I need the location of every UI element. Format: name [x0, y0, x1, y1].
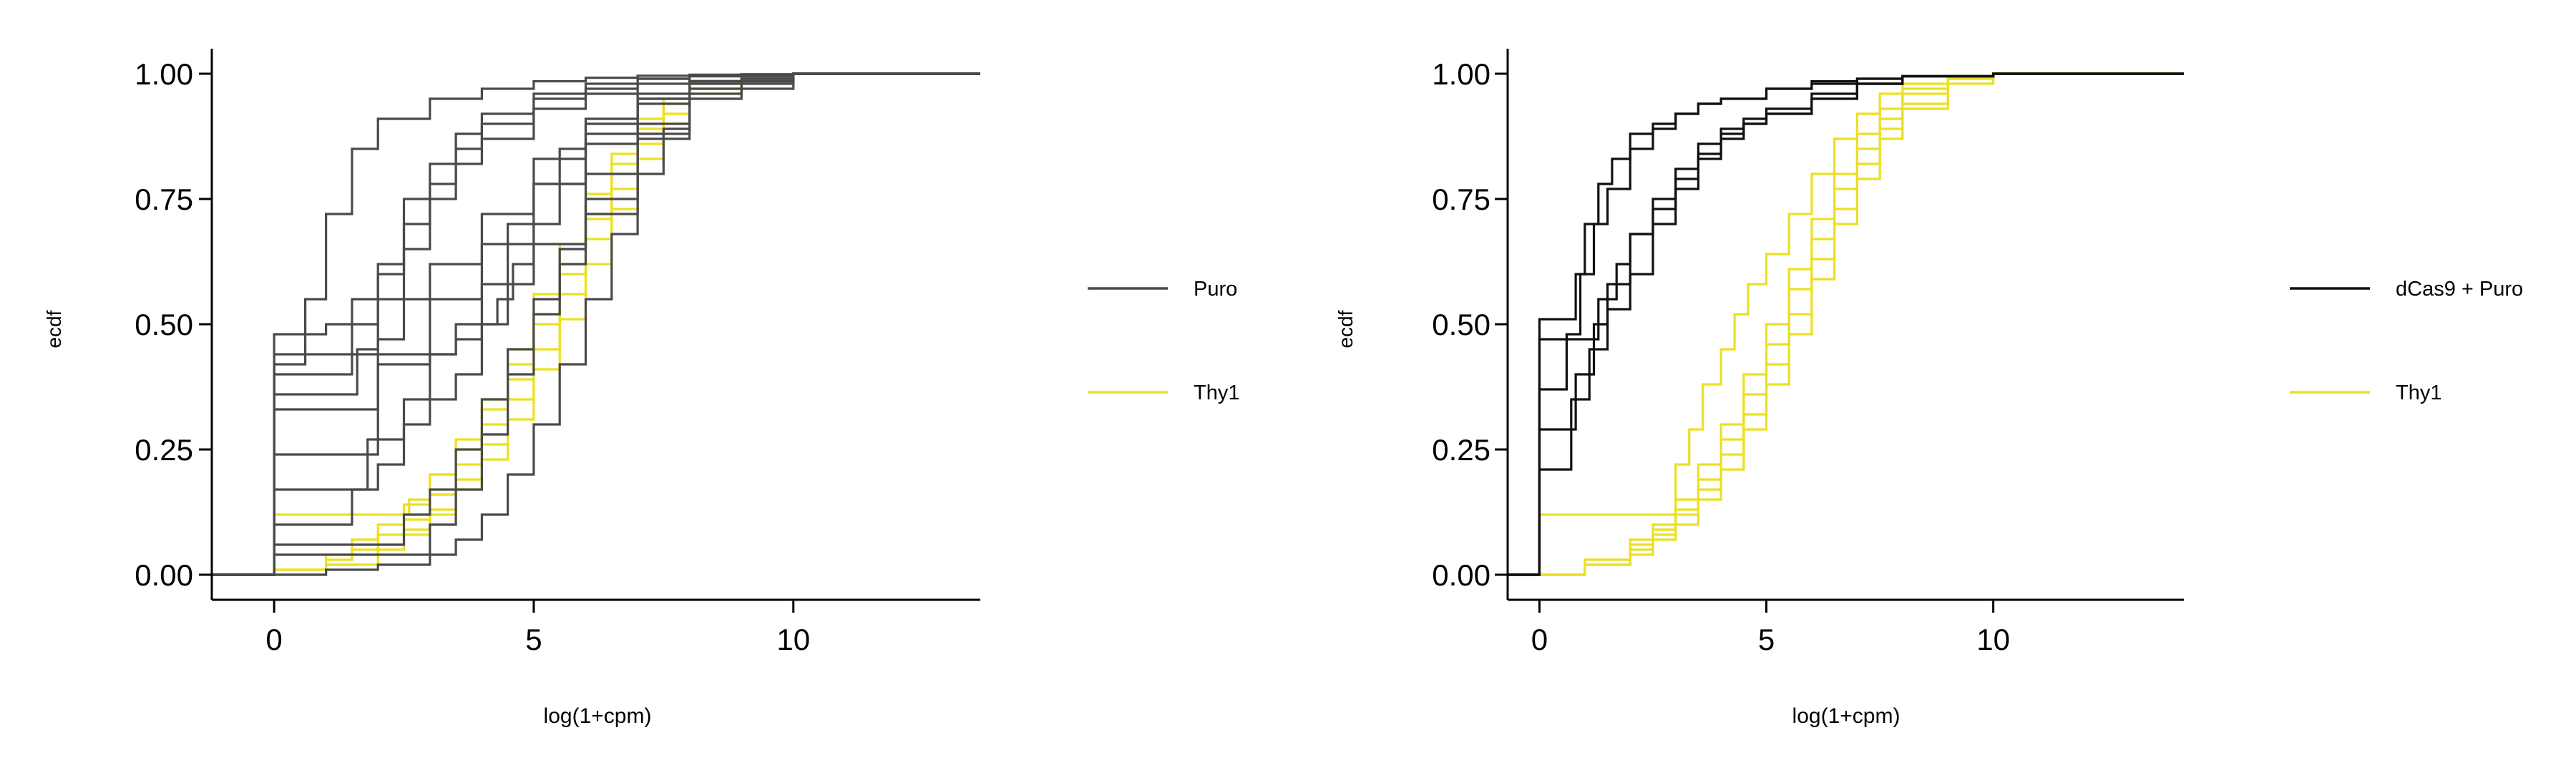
- left-series-line-puro-3: [212, 72, 980, 576]
- left-x-tick-label: 5: [525, 623, 542, 656]
- right-x-tick-label: 5: [1758, 623, 1775, 656]
- right-y-axis-label: ecdf: [1335, 310, 1357, 348]
- right-x-tick-label: 10: [1976, 623, 2010, 656]
- left-legend: Puro Thy1: [1088, 278, 1239, 404]
- right-y-tick-label: 0.75: [1432, 183, 1491, 216]
- right-tick-labels: 0 5 10 0.00 0.25 0.50 0.75 1.00: [1432, 57, 2010, 656]
- right-series-line-thy1-6: [1508, 72, 2184, 576]
- left-series-line-puro-1: [212, 72, 980, 576]
- right-y-tick-label: 0.25: [1432, 433, 1491, 467]
- right-x-axis-label: log(1+cpm): [1792, 704, 1901, 728]
- left-series-line-puro-2: [212, 72, 980, 576]
- left-y-tick-label: 1.00: [135, 57, 193, 91]
- left-series-line-puro-8: [212, 72, 980, 576]
- left-y-tick-label: 0.25: [135, 433, 193, 467]
- left-x-tick-label: 10: [776, 623, 810, 656]
- left-y-tick-label: 0.75: [135, 183, 193, 216]
- right-legend: dCas9 + Puro Thy1: [2290, 278, 2523, 404]
- right-series-line-dcas9-puro-2: [1508, 72, 2184, 576]
- right-x-tick-label: 0: [1531, 623, 1548, 656]
- right-legend-label-0: dCas9 + Puro: [2396, 278, 2523, 301]
- left-tick-labels: 0 5 10 0.00 0.25 0.50 0.75 1.00: [135, 57, 810, 656]
- left-series-group: [212, 72, 980, 576]
- left-series-line-puro-10: [212, 72, 980, 576]
- right-panel: 0 5 10 0.00 0.25 0.50 0.75 1.00 log(1+cpm) ecdf…: [1335, 49, 2523, 728]
- right-series-line-dcas9-puro-4: [1508, 72, 2184, 576]
- left-y-tick-label: 0.50: [135, 308, 193, 341]
- right-series-line-thy1-5: [1508, 72, 2184, 576]
- left-legend-label-0: Puro: [1194, 278, 1237, 301]
- right-series-line-thy1-8: [1508, 72, 2184, 576]
- right-series-line-thy1-9: [1508, 72, 2184, 576]
- left-series-line-puro-11: [212, 72, 980, 576]
- left-y-tick-label: 0.00: [135, 558, 193, 592]
- left-series-line-puro-9: [212, 72, 980, 576]
- right-series-line-dcas9-puro-0: [1508, 72, 2184, 576]
- left-y-axis-label: ecdf: [43, 310, 65, 348]
- right-series-line-dcas9-puro-1: [1508, 72, 2184, 576]
- left-x-axis-label: log(1+cpm): [544, 704, 652, 728]
- left-axes: [199, 49, 980, 613]
- right-y-tick-label: 0.00: [1432, 558, 1491, 592]
- left-panel: 0 5 10 0.00 0.25 0.50 0.75 1.00 log(1+cpm) ecdf…: [43, 49, 1239, 728]
- right-axes: [1495, 49, 2184, 613]
- right-series-line-dcas9-puro-3: [1508, 72, 2184, 576]
- right-series-group: [1508, 72, 2184, 576]
- left-legend-label-1: Thy1: [1194, 381, 1239, 404]
- right-legend-label-1: Thy1: [2396, 381, 2441, 404]
- right-y-tick-label: 0.50: [1432, 308, 1491, 341]
- right-y-tick-label: 1.00: [1432, 57, 1491, 91]
- left-x-tick-label: 0: [265, 623, 282, 656]
- right-series-line-thy1-7: [1508, 72, 2184, 576]
